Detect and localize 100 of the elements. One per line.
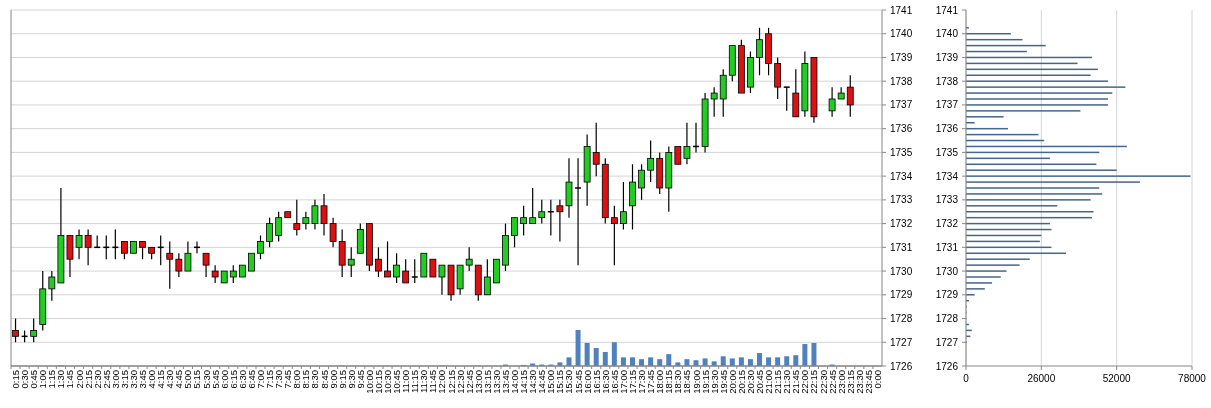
x-tick-label: 2:45 — [100, 370, 112, 389]
x-tick-label: 0:15 — [10, 370, 22, 389]
x-tick-label: 12:15 — [445, 370, 457, 394]
x-tick-label: 21:45 — [790, 370, 802, 394]
y-tick-label: 1726 — [935, 360, 959, 372]
x-tick-label: 23:30 — [853, 370, 865, 394]
x-tick-label: 14:00 — [509, 370, 521, 394]
x-tick-label: 1:00 — [37, 370, 49, 389]
x-tick-label: 15:30 — [563, 370, 575, 394]
x-tick-label: 18:15 — [663, 370, 675, 394]
x-tick-label: 14:45 — [536, 370, 548, 394]
x-tick-label: 3:45 — [137, 370, 149, 389]
x-tick-label: 5:30 — [200, 370, 212, 389]
x-tick-label: 21:30 — [781, 370, 793, 394]
x-tick-label: 1:15 — [46, 370, 58, 389]
x-tick-label: 15:15 — [554, 370, 566, 394]
y-tick-label: 1729 — [890, 289, 913, 301]
y-tick-label: 1739 — [890, 51, 913, 63]
x-tick-label: 10:45 — [391, 370, 403, 394]
x-tick-label: 16:45 — [608, 370, 620, 394]
x-tick-label: 19:15 — [699, 370, 711, 394]
y-tick-label: 1738 — [890, 75, 913, 87]
y-tick-label: 1739 — [935, 51, 959, 63]
x-tick-label: 19:00 — [690, 370, 702, 394]
x-tick-label: 16:00 — [581, 370, 593, 394]
x-tick-label: 12:00 — [436, 370, 448, 394]
x-tick-label: 10:30 — [382, 370, 394, 394]
x-tick-label: 9:30 — [345, 370, 357, 389]
y-tick-label: 1726 — [890, 360, 913, 372]
x-tick-label: 22:00 — [799, 370, 811, 394]
x-tick-label: 3:00 — [109, 370, 121, 389]
x-tick-label: 10:15 — [372, 370, 384, 394]
x-tick-label: 8:15 — [300, 370, 312, 389]
x-tick-label: 23:00 — [835, 370, 847, 394]
x-tick-label: 8:00 — [291, 370, 303, 389]
x-tick-label: 17:00 — [617, 370, 629, 394]
x-tick-label: 21:00 — [763, 370, 775, 394]
x-tick-label: 2:00 — [73, 370, 85, 389]
x-tick-label: 7:45 — [282, 370, 294, 389]
x-tick-label: 9:45 — [354, 370, 366, 389]
y-tick-label: 1733 — [890, 194, 913, 206]
y-tick-label: 1735 — [935, 146, 959, 158]
y-tick-label: 1728 — [890, 313, 913, 325]
x-tick-label: 17:30 — [636, 370, 648, 394]
y-tick-label: 1729 — [935, 289, 959, 301]
x-tick-label: 26000 — [1027, 373, 1056, 384]
x-tick-label: 6:30 — [236, 370, 248, 389]
x-tick-label: 20:15 — [735, 370, 747, 394]
x-tick-label: 5:00 — [182, 370, 194, 389]
x-tick-label: 15:45 — [572, 370, 584, 394]
y-tick-label: 1727 — [935, 336, 959, 348]
x-tick-label: 9:15 — [336, 370, 348, 389]
x-tick-label: 19:30 — [708, 370, 720, 394]
y-tick-label: 1741 — [935, 4, 959, 16]
y-tick-label: 1731 — [935, 241, 959, 253]
y-tick-label: 1738 — [935, 75, 959, 87]
y-tick-label: 1732 — [890, 218, 913, 230]
x-tick-label: 7:00 — [255, 370, 267, 389]
x-tick-label: 19:45 — [717, 370, 729, 394]
x-tick-label: 23:45 — [862, 370, 874, 394]
x-tick-label: 4:30 — [164, 370, 176, 389]
x-tick-label: 16:15 — [590, 370, 602, 394]
x-tick-label: 4:45 — [173, 370, 185, 389]
x-tick-label: 21:15 — [772, 370, 784, 394]
x-tick-label: 7:15 — [264, 370, 276, 389]
x-tick-label: 13:45 — [499, 370, 511, 394]
x-tick-label: 0:00 — [871, 370, 883, 389]
x-tick-label: 13:30 — [490, 370, 502, 394]
x-tick-label: 14:30 — [527, 370, 539, 394]
x-tick-label: 12:45 — [463, 370, 475, 394]
y-tick-label: 1737 — [890, 99, 913, 111]
y-tick-label: 1734 — [890, 170, 913, 182]
y-tick-label: 1740 — [890, 28, 913, 40]
x-tick-label: 2:15 — [82, 370, 94, 389]
x-tick-label: 17:15 — [626, 370, 638, 394]
x-tick-label: 7:30 — [273, 370, 285, 389]
x-tick-label: 20:30 — [744, 370, 756, 394]
x-tick-label: 8:45 — [318, 370, 330, 389]
x-tick-label: 12:30 — [454, 370, 466, 394]
x-tick-label: 0 — [963, 373, 970, 384]
x-tick-label: 6:15 — [227, 370, 239, 389]
y-tick-label: 1736 — [890, 123, 913, 135]
y-tick-label: 1740 — [935, 28, 959, 40]
x-tick-label: 20:00 — [726, 370, 738, 394]
x-tick-label: 1:45 — [64, 370, 76, 389]
x-tick-label: 8:30 — [309, 370, 321, 389]
y-tick-label: 1728 — [935, 313, 959, 325]
x-tick-label: 22:45 — [826, 370, 838, 394]
x-tick-label: 5:45 — [209, 370, 221, 389]
x-tick-label: 13:00 — [472, 370, 484, 394]
y-tick-label: 1741 — [890, 4, 913, 16]
x-tick-label: 18:00 — [654, 370, 666, 394]
x-tick-label: 4:00 — [146, 370, 158, 389]
x-tick-label: 23:15 — [844, 370, 856, 394]
x-tick-label: 0:30 — [19, 370, 31, 389]
x-tick-label: 16:30 — [599, 370, 611, 394]
x-tick-label: 6:00 — [218, 370, 230, 389]
x-tick-label: 1:30 — [55, 370, 67, 389]
x-tick-label: 5:15 — [191, 370, 203, 389]
x-tick-label: 22:30 — [817, 370, 829, 394]
